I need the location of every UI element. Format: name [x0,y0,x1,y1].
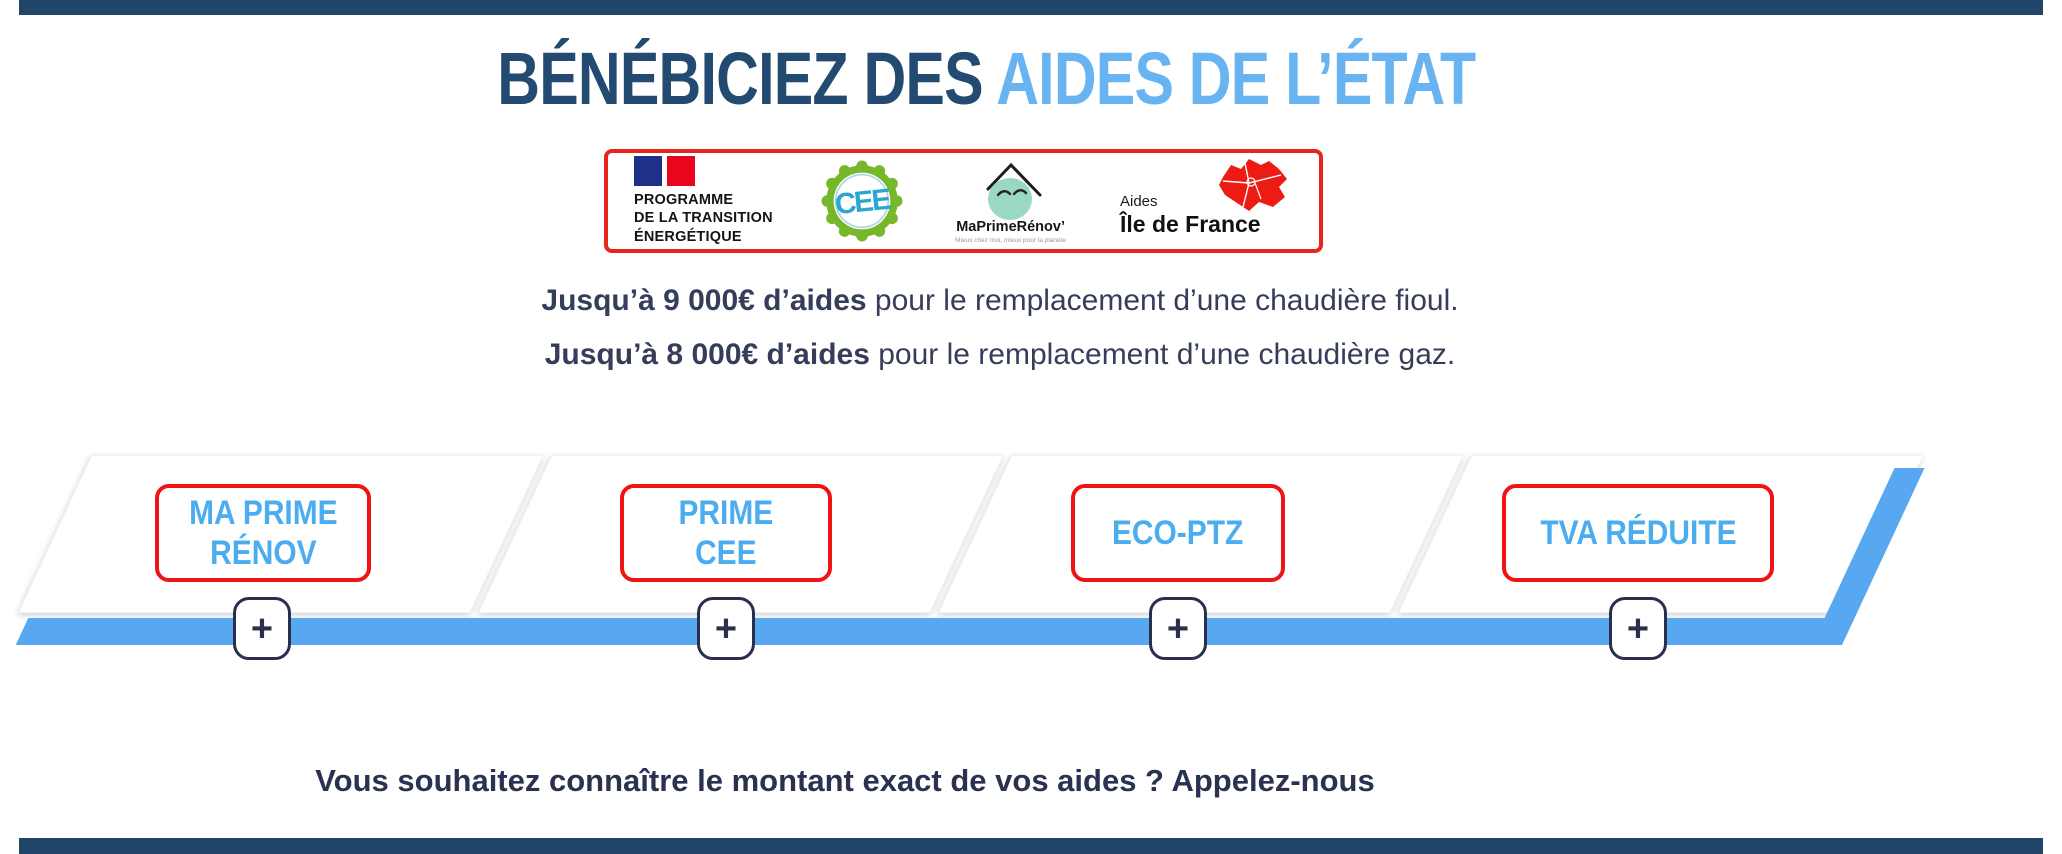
expand-button-tva-reduite[interactable]: + [1609,597,1667,660]
aid-label-line: MA PRIME [188,493,338,532]
maprimerenov-logo: MaPrimeRénov’ Mieux chez moi, mieux pour… [952,159,1070,244]
programme-logo-line: PROGRAMME [634,192,734,209]
intro-line-2-rest: pour le remplacement d’une chaudière gaz… [869,338,1456,371]
cee-badge-icon: CEE [821,160,903,242]
plus-icon: + [714,607,738,650]
aid-card-prime-cee[interactable]: PRIME CEE [620,484,832,582]
plus-icon: + [1166,607,1190,650]
intro-line-1: Jusqu’à 9 000€ d’aides pour le remplacem… [0,284,2000,318]
aides-ile-de-france-logo: Aides Île de France [1118,155,1293,247]
expand-button-ma-prime-renov[interactable]: + [233,597,291,660]
programme-transition-energetique-logo: PROGRAMME DE LA TRANSITION ÉNERGÉTIQUE [634,156,773,245]
aid-label-line: TVA RÉDUITE [1539,513,1737,552]
idf-aides-label: Aides [1119,193,1158,210]
aid-label-line: CEE [695,534,757,572]
aid-card-eco-ptz[interactable]: ECO-PTZ [1071,484,1285,582]
intro-line-1-bold: Jusqu’à 9 000€ d’aides [541,284,867,317]
cta-text: Vous souhaitez connaître le montant exac… [315,763,1375,798]
aid-label-line: RÉNOV [209,534,317,572]
bottom-bar [19,838,2043,854]
title-dark-part: BÉNÉBICIEZ DES [496,37,983,120]
aid-card-tva-reduite[interactable]: TVA RÉDUITE [1502,484,1774,582]
partner-logos-strip: PROGRAMME DE LA TRANSITION ÉNERGÉTIQUE C… [604,149,1323,253]
maprimerenov-name: MaPrimeRénov’ [956,218,1065,235]
maprimerenov-house-icon [986,162,1042,220]
aid-label-line: PRIME [678,493,774,532]
plus-icon: + [1626,607,1650,650]
expand-button-eco-ptz[interactable]: + [1149,597,1207,660]
programme-logo-line: ÉNERGÉTIQUE [634,228,742,245]
idf-name-label: Île de France [1119,211,1261,237]
programme-logo-line: DE LA TRANSITION [634,210,773,227]
expand-button-prime-cee[interactable]: + [697,597,755,660]
ile-de-france-map-icon [1218,159,1287,211]
plus-icon: + [250,607,274,650]
french-flag-icon [634,156,773,187]
top-bar [19,0,2043,15]
intro-line-2-bold: Jusqu’à 8 000€ d’aides [544,338,870,371]
aid-card-ma-prime-renov[interactable]: MA PRIME RÉNOV [155,484,371,582]
cee-label: CEE [834,183,893,222]
intro-line-2: Jusqu’à 8 000€ d’aides pour le remplacem… [0,338,2000,372]
intro-line-1-rest: pour le remplacement d’une chaudière fio… [866,284,1459,317]
title-accent-part: AIDES DE L’ÉTAT [982,37,1476,120]
aid-label-line: ECO-PTZ [1112,513,1244,552]
maprimerenov-tagline: Mieux chez moi, mieux pour la planète [955,236,1067,244]
page-title-text: BÉNÉBICIEZ DES AIDES DE L’ÉTAT [496,36,1476,121]
page-title: BÉNÉBICIEZ DES AIDES DE L’ÉTAT [0,36,1972,121]
